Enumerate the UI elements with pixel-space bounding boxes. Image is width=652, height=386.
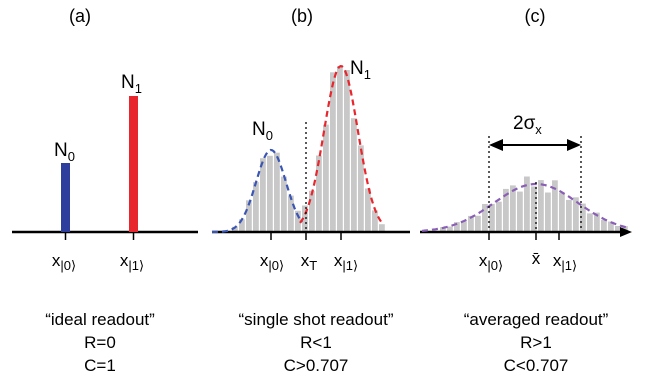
arrow-right-icon [567, 139, 581, 151]
histogram-b [232, 66, 385, 232]
caption-r: R>1 [520, 333, 552, 352]
caption-c: C>0.707 [284, 356, 349, 375]
histogram-bar [580, 203, 586, 232]
tick-label-x1: x|1⟩ [120, 251, 144, 273]
histogram-bar [316, 155, 322, 232]
caption-title: “averaged readout” [464, 310, 609, 329]
caption-r: R<1 [300, 333, 332, 352]
histogram-bar [253, 182, 259, 232]
panel-c: (c) 2σx x|0⟩ x̄ x|1⟩ “averaged readout” … [420, 6, 632, 375]
histogram-bar [461, 221, 467, 232]
tick-label-xbar: x̄ [532, 249, 541, 268]
histogram-bar [323, 124, 329, 232]
histogram-bar [288, 195, 294, 232]
n0-label: N0 [54, 140, 75, 164]
histogram-bar [559, 192, 565, 232]
tick-label-xt: xT [301, 251, 318, 273]
tick-label-x0: x|0⟩ [479, 251, 503, 273]
histogram-bar [489, 203, 495, 232]
histogram-bar [538, 180, 544, 232]
histogram-bar [587, 213, 593, 232]
fit-curve-n1 [299, 64, 382, 224]
histogram-bar [531, 186, 537, 232]
tick-label-x0: x|0⟩ [260, 251, 284, 273]
caption-title: “single shot readout” [239, 310, 394, 329]
histogram-bar [239, 219, 245, 232]
histogram-bar [608, 221, 614, 232]
panel-b-label: (b) [291, 6, 313, 26]
histogram-bar [503, 188, 509, 232]
histogram-bar [309, 190, 315, 232]
arrow-left-icon [489, 139, 503, 151]
caption-r: R=0 [84, 333, 116, 352]
histogram-bar [372, 210, 378, 232]
n0-bar [61, 163, 70, 232]
histogram-bar [552, 180, 558, 232]
n0-label: N0 [252, 119, 273, 143]
panel-c-label: (c) [525, 6, 546, 26]
histogram-bar [302, 205, 308, 232]
fit-curve-n0 [211, 148, 303, 234]
panel-b: (b) N0 N1 x|0⟩ xT x|1⟩ “single shot read… [211, 6, 410, 375]
width-label: 2σx [513, 113, 542, 137]
caption-c: C<0.707 [504, 356, 569, 375]
histogram-bar [379, 224, 385, 232]
caption-c: C=1 [84, 356, 116, 375]
histogram-bar [517, 191, 523, 232]
panel-a-label: (a) [69, 6, 91, 26]
histogram-bar [281, 176, 287, 232]
histogram-bar [344, 70, 350, 232]
histogram-bar [260, 158, 266, 232]
histogram-bar [524, 176, 530, 232]
histogram-bar [475, 215, 481, 232]
histogram-bar [510, 185, 516, 232]
histogram-bar [545, 192, 551, 232]
histogram-bar [482, 204, 488, 232]
caption-title: “ideal readout” [45, 310, 155, 329]
histogram-bar [232, 226, 238, 232]
tick-label-x0: x|0⟩ [52, 251, 76, 273]
histogram-bar [365, 188, 371, 232]
histogram-bar [337, 66, 343, 232]
histogram-bar [267, 155, 273, 232]
histogram-bar [496, 201, 502, 232]
histogram-bar [573, 197, 579, 232]
histogram-bar [454, 222, 460, 232]
tick-label-x1: x|1⟩ [553, 251, 577, 273]
n1-bar [129, 96, 138, 232]
histogram-bar [615, 226, 621, 232]
n1-label: N1 [121, 72, 142, 96]
histogram-bar [440, 227, 446, 232]
histogram-bar [295, 210, 301, 232]
histogram-bar [246, 200, 252, 232]
histogram-c [440, 176, 628, 232]
tick-label-x1: x|1⟩ [334, 251, 358, 273]
histogram-bar [330, 72, 336, 232]
histogram-bar [274, 152, 280, 232]
histogram-bar [468, 215, 474, 232]
histogram-bar [594, 212, 600, 232]
histogram-bar [447, 226, 453, 232]
histogram-bar [566, 199, 572, 232]
n1-label: N1 [350, 58, 371, 82]
panel-a: (a) N0 N1 x|0⟩ x|1⟩ “ideal readout” R=0 … [12, 6, 198, 375]
histogram-bar [601, 219, 607, 232]
axis-arrow-icon [620, 227, 632, 237]
fit-curve-averaged [421, 182, 630, 232]
histogram-bar [351, 118, 357, 232]
histogram-bar [358, 145, 364, 232]
